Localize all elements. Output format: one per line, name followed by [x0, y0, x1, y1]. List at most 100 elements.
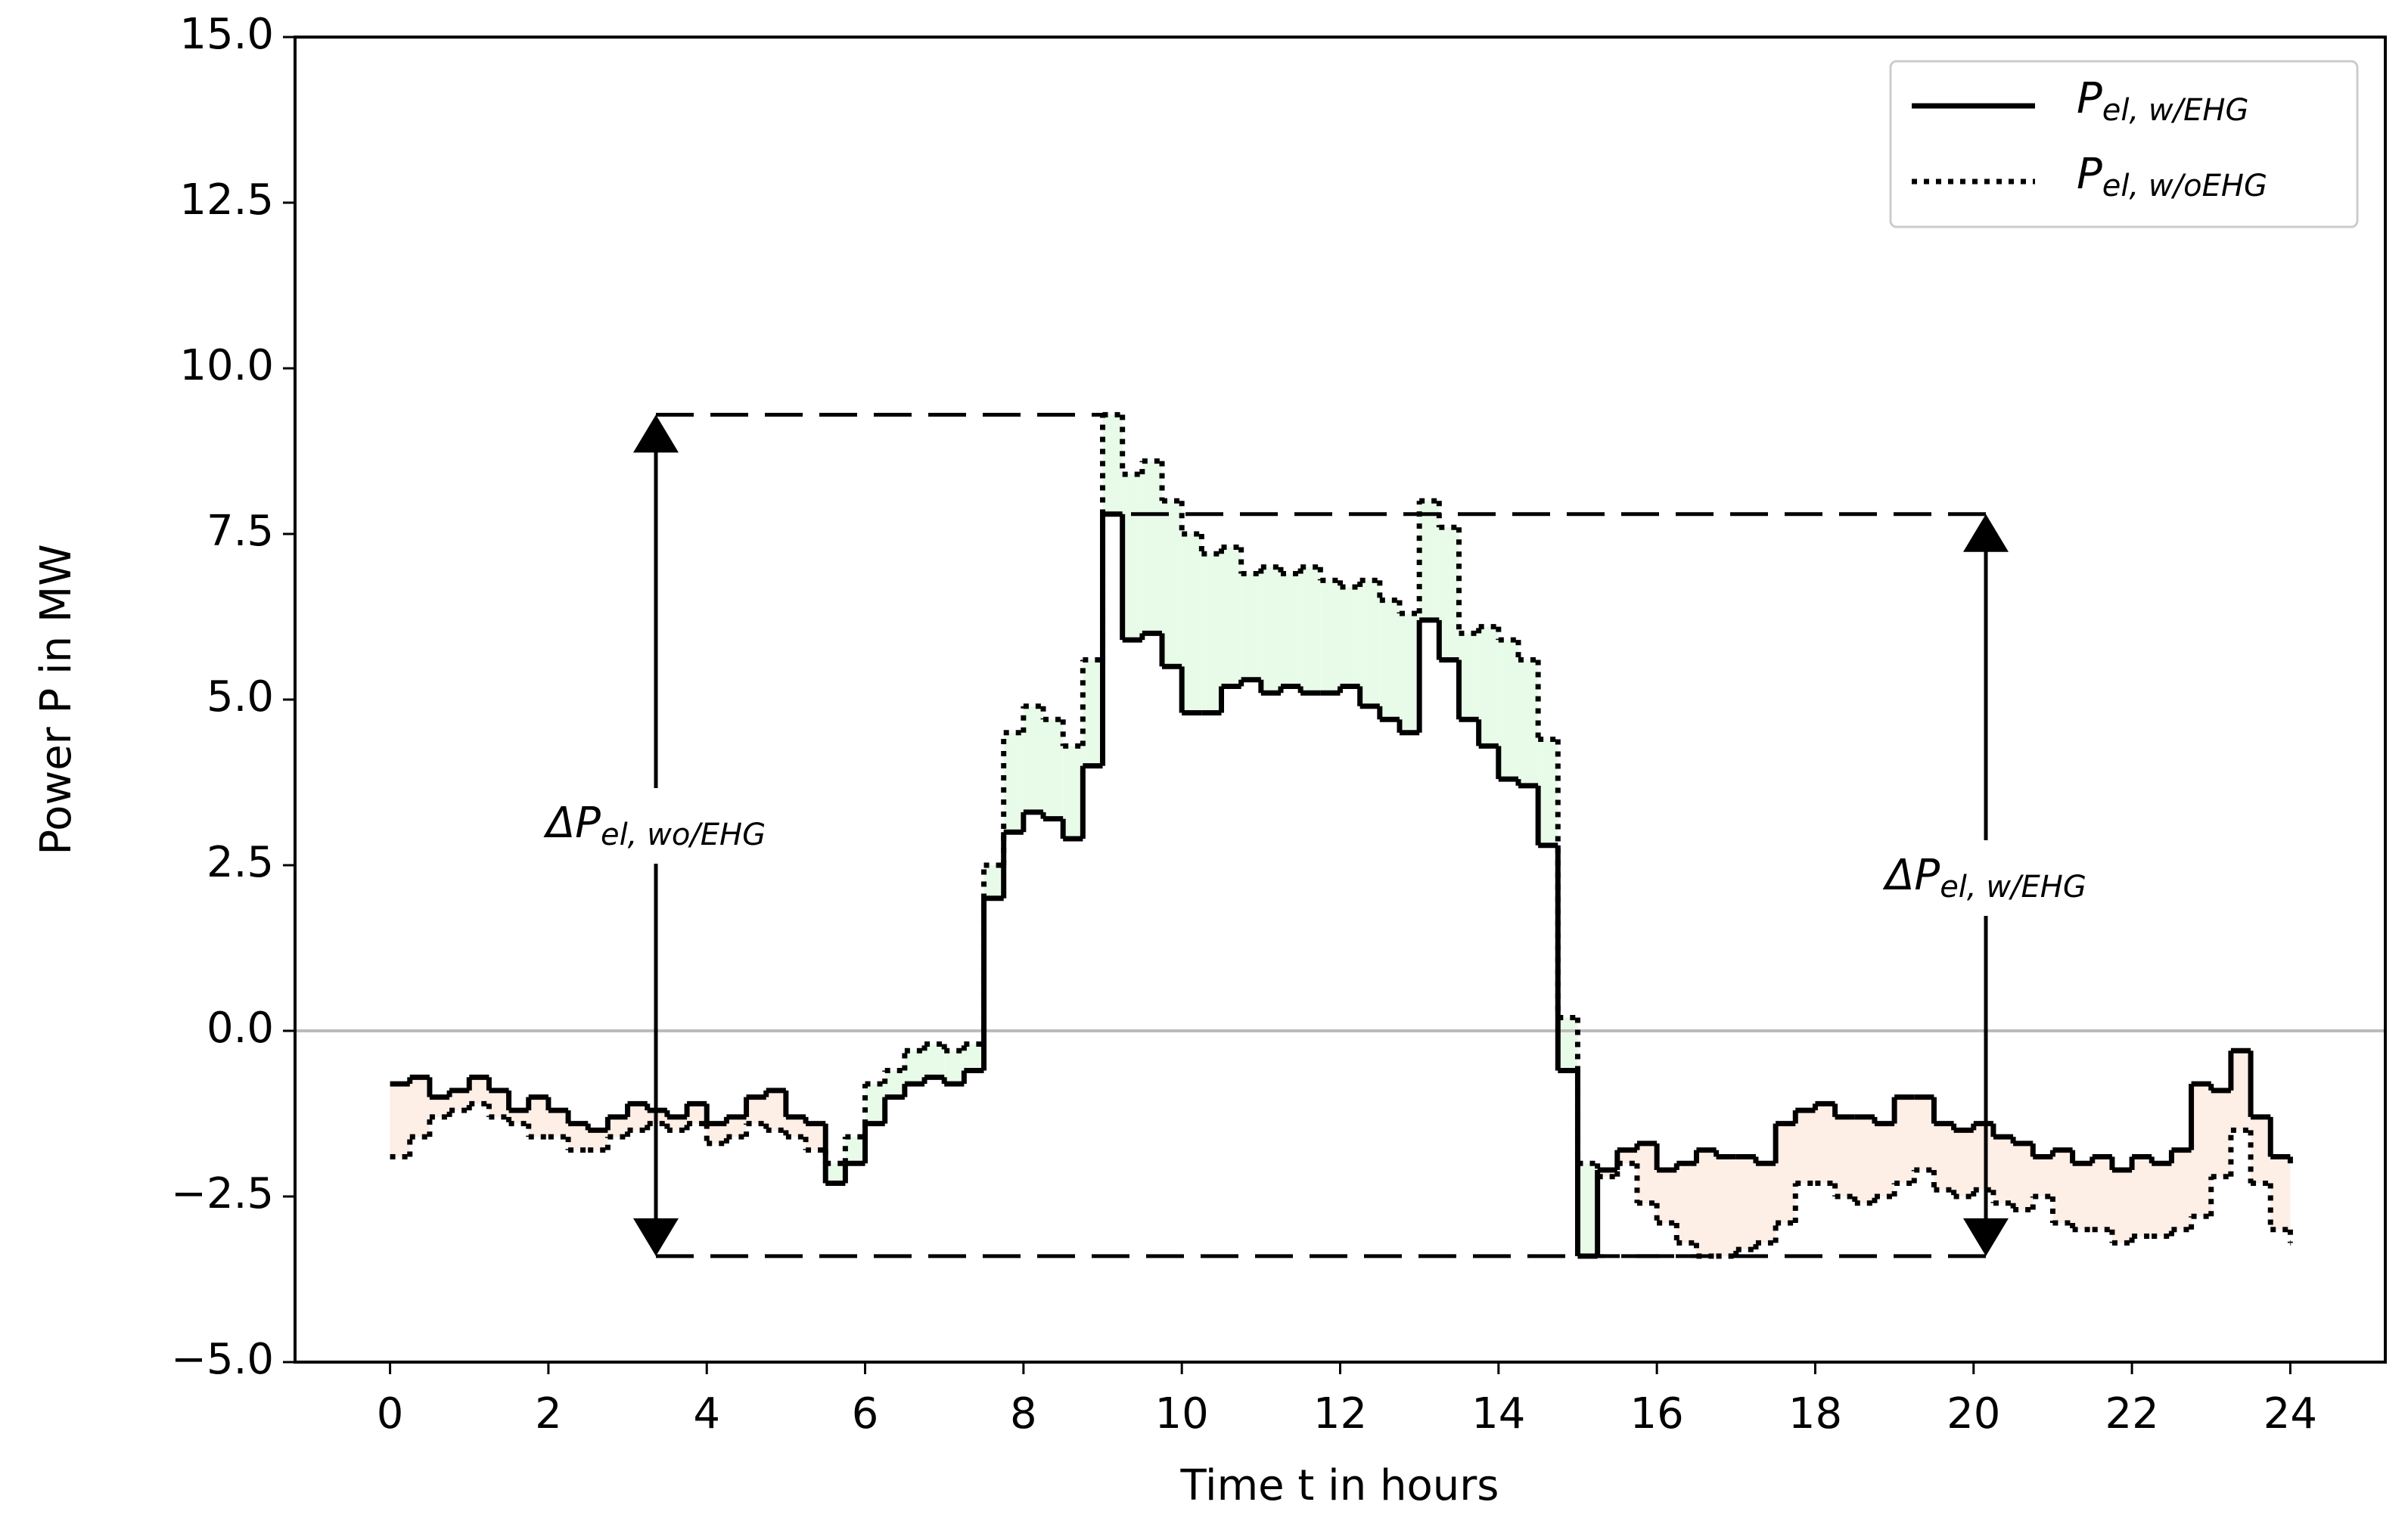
fill-between: [1063, 746, 1083, 839]
fill-between: [2251, 1116, 2271, 1184]
fill-between: [1577, 1163, 1598, 1256]
fill-between: [449, 1090, 470, 1111]
x-tick-label: 16: [1630, 1389, 1684, 1438]
fill-between: [687, 1103, 707, 1124]
fill-between: [1973, 1123, 1993, 1190]
fill-between: [1874, 1123, 1895, 1196]
x-tick-label: 24: [2264, 1389, 2317, 1438]
y-tick-label: 2.5: [207, 838, 274, 887]
fill-between: [627, 1103, 648, 1131]
fill-between: [1260, 566, 1282, 694]
fill-between: [1696, 1150, 1717, 1256]
series: [390, 411, 2293, 1259]
fill-between: [1459, 633, 1479, 720]
fill-between: [1934, 1123, 1954, 1190]
fill-between: [1676, 1163, 1697, 1243]
fill-between: [2230, 1051, 2251, 1131]
fill-between: [1538, 739, 1558, 846]
fill-between: [944, 1051, 965, 1085]
fill-between: [1182, 534, 1202, 713]
fill-between: [390, 1084, 410, 1157]
fill-between: [1597, 1169, 1617, 1177]
fill-between: [429, 1097, 450, 1117]
fill-between: [1617, 1150, 1637, 1164]
fill-between: [1359, 580, 1380, 706]
fill-between: [1379, 600, 1400, 720]
fill-between: [1953, 1130, 1974, 1196]
fill-between: [707, 1123, 727, 1144]
fill-between: [825, 1163, 846, 1184]
annotation-label: ΔPel, w/EHG: [1882, 851, 2086, 905]
fill-between: [1498, 640, 1518, 780]
x-tick-label: 8: [1010, 1389, 1037, 1438]
fill-between: [508, 1110, 529, 1124]
fill-between: [1300, 566, 1321, 694]
fill-between: [1478, 626, 1499, 746]
fill-between: [588, 1130, 608, 1150]
fill-between: [1320, 580, 1341, 694]
fill-between: [2092, 1156, 2112, 1230]
fill-between: [1419, 501, 1440, 620]
fill-between: [1636, 1143, 1658, 1203]
fill-between: [1914, 1097, 1934, 1170]
fill-between: [2132, 1156, 2152, 1237]
fill-between: [726, 1116, 747, 1137]
fill-between: [1558, 1017, 1578, 1071]
x-axis-title: Time t in hours: [1180, 1461, 1499, 1510]
legend-label: Pel, w/oEHG: [2077, 150, 2267, 203]
fill-between: [1162, 501, 1182, 667]
fill-between: [1083, 659, 1103, 766]
fill-between: [1894, 1097, 1915, 1184]
fill-between: [568, 1123, 589, 1150]
fill-between: [1043, 719, 1064, 819]
fill-between: [1003, 732, 1024, 833]
y-tick-label: 10.0: [179, 341, 274, 390]
x-tick-label: 18: [1788, 1389, 1842, 1438]
fill-between: [2111, 1169, 2133, 1243]
fill-between: [1735, 1156, 1756, 1250]
fill-between: [548, 1110, 569, 1137]
arrow-head: [1963, 1218, 2009, 1256]
legend-label: Pel, w/EHG: [2077, 74, 2248, 128]
fill-between: [1755, 1163, 1776, 1243]
fill-between: [1281, 573, 1301, 687]
y-tick-label: −2.5: [171, 1169, 274, 1218]
fill-between: [1657, 1169, 1677, 1224]
y-tick-label: 5.0: [207, 672, 274, 722]
fill-between: [489, 1090, 509, 1117]
legend-box: [1889, 60, 2359, 228]
fill-between: [865, 1084, 885, 1124]
fill-between: [806, 1123, 826, 1150]
x-tick-label: 14: [1471, 1389, 1525, 1438]
fill-between: [469, 1077, 489, 1104]
fill-between: [983, 865, 1004, 898]
x-tick-label: 10: [1155, 1389, 1209, 1438]
y-tick-label: 12.5: [179, 175, 274, 225]
fill-between: [1102, 414, 1123, 514]
arrow-head: [633, 414, 679, 453]
fill-between: [1439, 527, 1459, 660]
fill-between: [666, 1116, 688, 1131]
fill-between: [1854, 1116, 1875, 1203]
x-tick-label: 0: [377, 1389, 404, 1438]
fill-between: [2191, 1084, 2211, 1217]
fill-between: [1221, 547, 1241, 687]
x-tick-label: 4: [693, 1389, 720, 1438]
y-tick-label: −5.0: [171, 1335, 274, 1384]
fill-between: [2052, 1150, 2073, 1224]
fill-between: [1716, 1156, 1736, 1256]
fill-between: [2013, 1143, 2034, 1210]
fill-between: [884, 1070, 905, 1097]
x-tick-label: 20: [1947, 1389, 2000, 1438]
fill-between: [607, 1116, 628, 1137]
fill-between: [1815, 1103, 1835, 1184]
fill-between: [2211, 1090, 2231, 1177]
arrow-head: [1963, 514, 2009, 552]
x-tick-label: 22: [2105, 1389, 2158, 1438]
fill-between: [924, 1044, 945, 1078]
fill-between: [1201, 554, 1222, 713]
x-tick-label: 6: [852, 1389, 879, 1438]
fill-between: [1518, 659, 1539, 786]
